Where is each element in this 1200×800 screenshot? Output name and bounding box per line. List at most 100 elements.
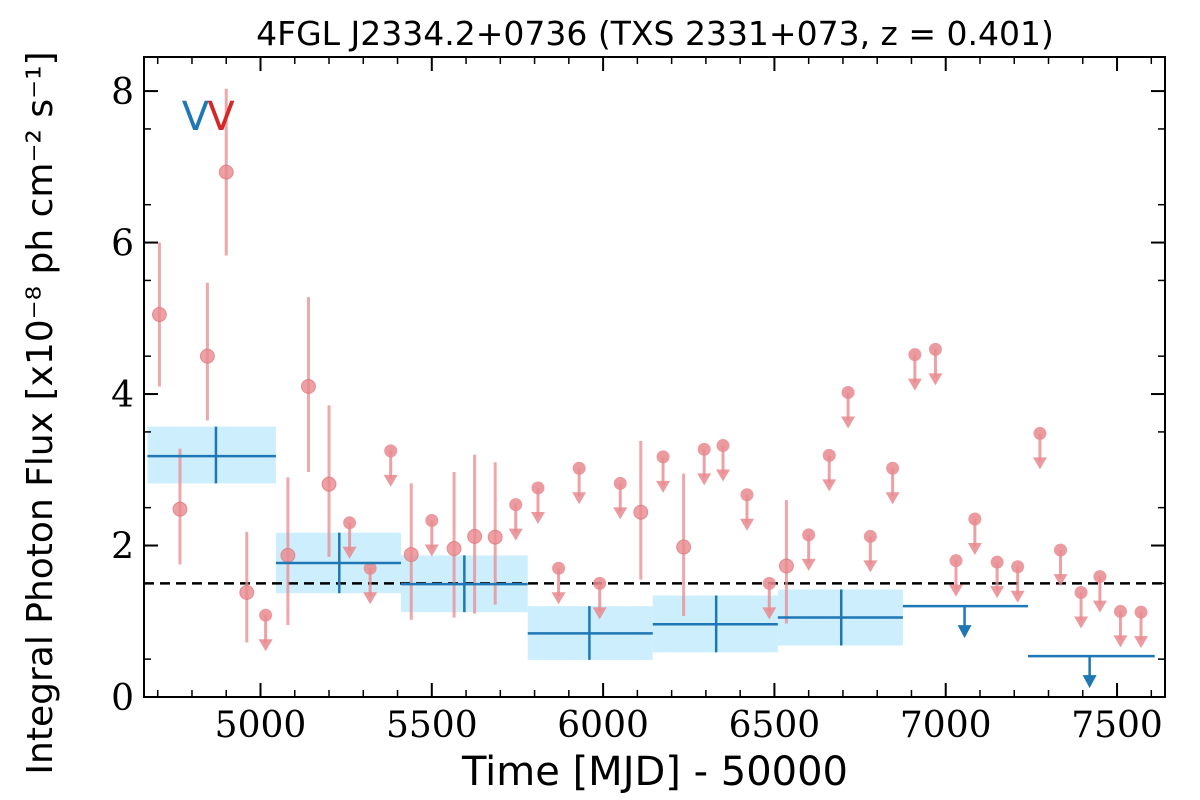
flux-point-10 <box>467 528 483 544</box>
upper-limit-point-12 <box>697 442 711 456</box>
upper-limit-point-26 <box>1011 560 1025 574</box>
x-tick-label-4: 7000 <box>900 705 992 746</box>
x-tick-label-2: 6000 <box>557 705 649 746</box>
upper-limit-point-23 <box>949 554 963 568</box>
flux-point-1 <box>172 501 188 517</box>
upper-limit-point-32 <box>1134 605 1148 619</box>
upper-limit-arrow-11 <box>656 480 671 493</box>
upper-limit-point-7 <box>552 561 566 575</box>
upper-limit-point-9 <box>593 576 607 590</box>
upper-limit-arrow-15 <box>762 607 777 620</box>
flux-point-14 <box>778 558 794 574</box>
flux-point-7 <box>321 476 337 492</box>
upper-limit-point-20 <box>886 461 900 475</box>
upper-limit-arrow-24 <box>967 543 982 556</box>
upper-limit-point-2 <box>363 561 377 575</box>
y-axis-title: Integral Photon Flux [x10⁻⁸ ph cm⁻² s⁻¹] <box>20 51 61 774</box>
upper-limit-arrow-8 <box>572 492 587 505</box>
upper-limit-point-11 <box>656 450 670 464</box>
plot-area: VV <box>144 88 1165 689</box>
upper-limit-point-13 <box>716 439 730 453</box>
upper-limit-point-21 <box>908 348 922 362</box>
upper-limit-arrow-26 <box>1010 590 1025 603</box>
upper-limit-point-28 <box>1054 543 1068 557</box>
upper-limit-arrow-14 <box>740 518 755 531</box>
upper-limit-point-31 <box>1113 604 1127 618</box>
upper-limit-arrow-17 <box>822 479 837 492</box>
upper-limit-point-17 <box>822 448 836 462</box>
upper-limit-point-30 <box>1093 570 1107 584</box>
y-tick-label-1: 2 <box>111 527 134 568</box>
upper-limit-arrow-27 <box>1032 457 1047 470</box>
upper-limit-arrow-12 <box>697 473 712 486</box>
axes: 5000 5500 6000 6500 7000 7500 0 2 4 6 8 <box>111 56 1166 746</box>
upper-limit-point-1 <box>343 516 357 530</box>
upper-limit-point-0 <box>259 608 273 622</box>
upper-limit-arrow-31 <box>1113 635 1128 648</box>
upper-limit-arrow-1 <box>342 546 357 559</box>
upper-limit-point-10 <box>613 476 627 490</box>
upper-limit-arrow-19 <box>863 560 878 573</box>
upper-limit-arrow-30 <box>1092 600 1107 613</box>
chart-title: 4FGL J2334.2+0736 (TXS 2331+073, z = 0.4… <box>256 14 1054 53</box>
event-marker-0: V <box>182 94 210 140</box>
upper-limit-arrow-20 <box>885 492 900 505</box>
flux-point-0 <box>151 307 167 323</box>
upper-limit-point-8 <box>572 461 586 475</box>
upper-limit-arrow-18 <box>841 416 856 429</box>
upper-limit-point-6 <box>531 481 545 495</box>
upper-limit-arrow-3 <box>383 474 398 487</box>
upper-limit-point-15 <box>762 576 776 590</box>
binned-upper-limit-arrow-0 <box>957 625 972 639</box>
upper-limit-arrow-23 <box>949 584 964 597</box>
x-axis-title: Time [MJD] - 50000 <box>461 749 848 795</box>
upper-limit-arrow-7 <box>551 592 566 605</box>
flux-point-13 <box>676 539 692 555</box>
flux-point-12 <box>633 504 649 520</box>
flux-point-4 <box>239 584 255 600</box>
upper-limit-point-4 <box>425 514 439 528</box>
y-tick-label-2: 4 <box>111 375 134 416</box>
upper-limit-arrow-13 <box>716 469 731 482</box>
flux-point-11 <box>487 529 503 545</box>
upper-limit-point-16 <box>802 528 816 542</box>
y-tick-label-0: 0 <box>111 678 134 719</box>
flux-point-5 <box>280 547 296 563</box>
flux-point-2 <box>199 348 215 364</box>
flux-point-8 <box>403 547 419 563</box>
plot-frame <box>143 56 1166 698</box>
upper-limit-arrow-16 <box>801 558 816 571</box>
upper-limit-arrow-2 <box>363 592 378 605</box>
upper-limit-arrow-25 <box>990 586 1005 599</box>
x-tick-label-5: 7500 <box>1071 705 1163 746</box>
flux-point-6 <box>300 378 316 394</box>
x-tick-label-1: 5500 <box>386 705 478 746</box>
upper-limit-arrow-4 <box>424 544 439 557</box>
y-tick-label-3: 6 <box>111 224 134 265</box>
upper-limit-point-14 <box>740 488 754 502</box>
upper-limit-point-18 <box>841 386 855 400</box>
upper-limit-point-22 <box>928 342 942 356</box>
upper-limit-arrow-0 <box>258 639 273 652</box>
upper-limit-arrow-6 <box>531 511 546 524</box>
upper-limit-arrow-21 <box>907 378 922 391</box>
x-tick-label-0: 5000 <box>215 705 307 746</box>
flux-point-9 <box>446 541 462 557</box>
y-tick-label-4: 8 <box>111 72 134 113</box>
upper-limit-point-29 <box>1074 585 1088 599</box>
upper-limit-arrow-5 <box>508 528 523 541</box>
upper-limit-point-27 <box>1033 426 1047 440</box>
binned-upper-limit-arrow-1 <box>1082 675 1097 689</box>
upper-limit-point-24 <box>968 512 982 526</box>
upper-limit-point-3 <box>384 444 398 458</box>
upper-limit-arrow-22 <box>928 373 943 386</box>
upper-limit-point-25 <box>990 555 1004 569</box>
x-tick-label-3: 6500 <box>729 705 821 746</box>
upper-limit-arrow-9 <box>592 607 607 620</box>
upper-limit-arrow-28 <box>1053 574 1068 587</box>
upper-limit-arrow-29 <box>1074 616 1089 629</box>
flux-point-3 <box>218 164 234 180</box>
upper-limit-arrow-32 <box>1134 636 1149 649</box>
upper-limit-point-5 <box>509 498 523 512</box>
event-marker-1: V <box>207 94 235 140</box>
